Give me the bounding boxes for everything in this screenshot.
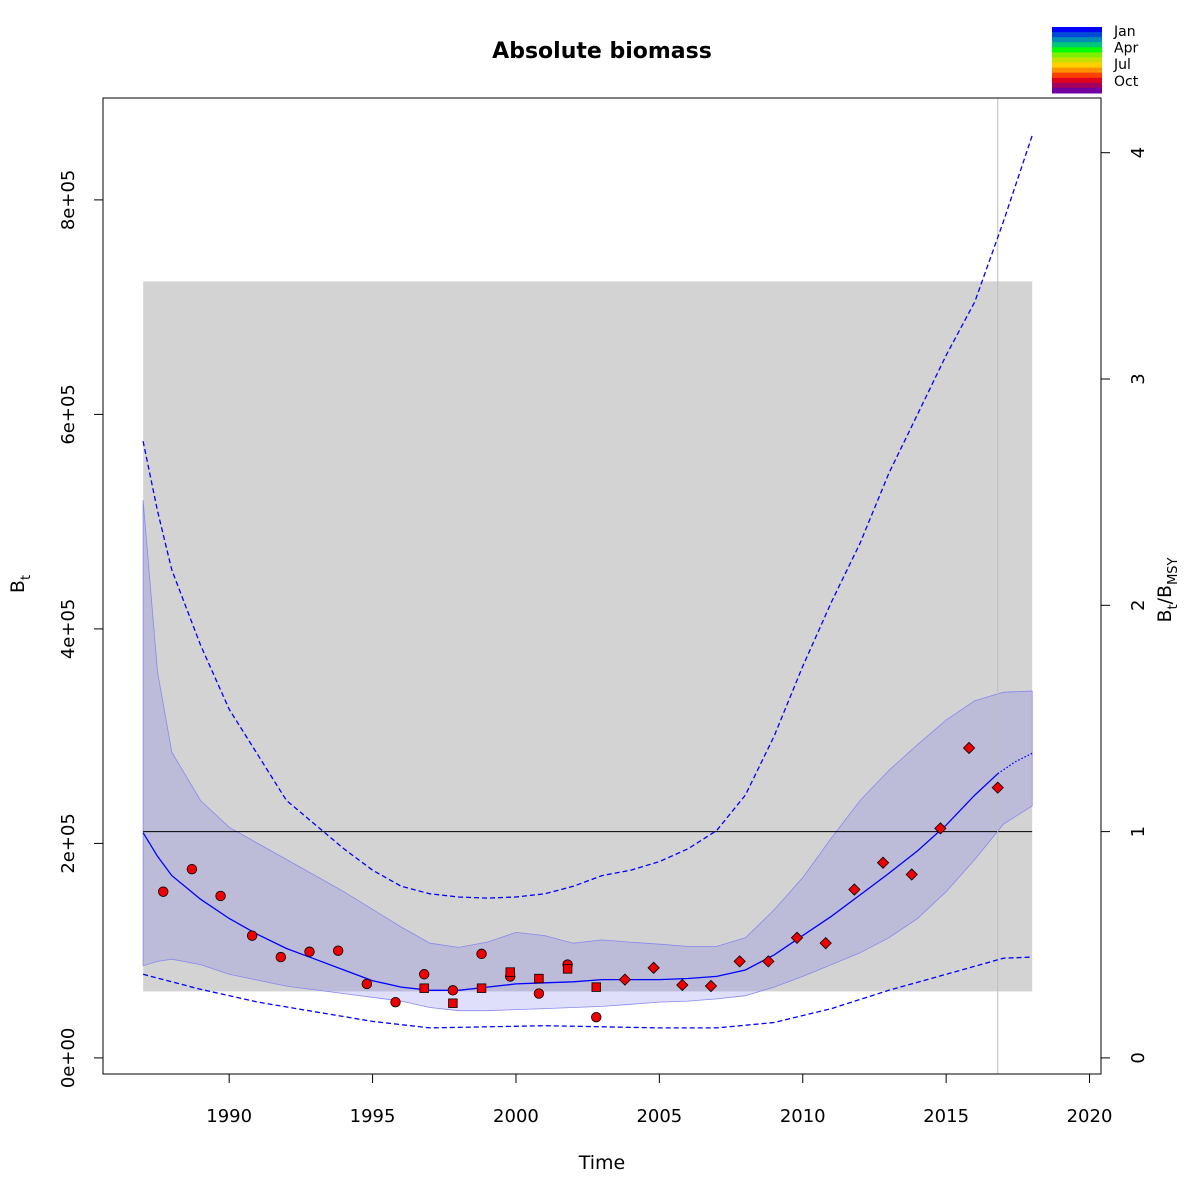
legend-color-band <box>1052 72 1102 79</box>
legend-color-band <box>1052 77 1102 84</box>
observation-point-circle <box>418 969 430 980</box>
observation-point-circle <box>186 863 198 875</box>
observation-point-circle <box>275 951 287 963</box>
observation-point-diamond <box>819 936 832 950</box>
observation-point-circle <box>390 996 401 1008</box>
legend-color-band <box>1052 32 1102 38</box>
prediction-upper-line <box>142 135 1033 899</box>
plot-area <box>142 98 1033 1074</box>
observation-point-square <box>505 967 515 977</box>
y-tick-label: 8e+05 <box>58 170 79 231</box>
y2-label-t: t <box>1166 604 1181 609</box>
legend-color-band <box>1052 47 1102 53</box>
y2-tick-label: 4 <box>1128 147 1149 158</box>
x-tick-label: 2020 <box>1067 1106 1113 1127</box>
y-tick-label: 6e+05 <box>58 384 79 445</box>
legend-label: Apr <box>1114 41 1138 57</box>
y-axis-label-main: B <box>7 580 29 593</box>
legend-color-band <box>1052 67 1102 74</box>
ci-band <box>142 500 1033 1012</box>
x-axis-label: Time <box>578 1152 626 1174</box>
x-tick-label: 1995 <box>350 1106 396 1127</box>
x-axis: 1990 1995 2000 2005 2010 2015 2020 <box>206 1073 1113 1127</box>
y2-label-slash: / <box>1154 597 1176 604</box>
observation-point-circle <box>246 930 258 941</box>
observation-point-circle <box>476 948 487 960</box>
observation-point-diamond <box>876 856 890 869</box>
observation-point-diamond <box>647 961 660 974</box>
chart-title: Absolute biomass <box>492 39 712 64</box>
observation-point-diamond <box>676 978 689 992</box>
y2-axis: 0 1 2 3 4 <box>1100 147 1149 1064</box>
observation-point-diamond <box>733 955 746 968</box>
legend-label: Jan <box>1113 24 1136 40</box>
y2-label-b2: B <box>1154 585 1176 598</box>
biomass-estimate-line <box>142 773 999 991</box>
x-tick-label: 2000 <box>493 1106 539 1127</box>
y-axis: 0e+00 2e+05 4e+05 6e+05 8e+05 <box>58 170 104 1089</box>
prediction-lower-line <box>142 956 1033 1029</box>
observation-point-circle <box>591 1011 602 1023</box>
x-tick-label: 1990 <box>206 1106 252 1127</box>
observation-point-circle <box>447 985 459 996</box>
legend-label: Jul <box>1113 57 1131 73</box>
legend-color-band <box>1052 42 1102 48</box>
observation-point-diamond <box>762 955 775 968</box>
y2-axis-label: Bt/BMSY <box>1154 557 1181 622</box>
observation-point-diamond <box>790 931 804 944</box>
y-axis-label: Bt <box>7 575 34 593</box>
legend-color-band <box>1052 27 1102 33</box>
observation-point-circle <box>361 978 373 990</box>
legend-color-band <box>1052 87 1102 94</box>
legend-color-band <box>1052 57 1102 64</box>
y-tick-label: 0e+00 <box>58 1028 79 1089</box>
observation-point-diamond <box>704 979 718 993</box>
observation-point-square <box>562 964 573 974</box>
observation-point-diamond <box>934 822 947 835</box>
y2-label-msy: MSY <box>1166 557 1181 584</box>
observation-point-circle <box>304 946 315 957</box>
y2-tick-label: 3 <box>1128 373 1149 384</box>
y-tick-label: 4e+05 <box>58 599 79 660</box>
legend-color-band <box>1052 52 1102 58</box>
x-tick-label: 2015 <box>923 1106 969 1127</box>
observation-point-circle <box>533 988 545 999</box>
y-tick-label: 2e+05 <box>58 813 79 874</box>
observation-point-circle <box>215 890 226 902</box>
y2-tick-label: 0 <box>1128 1052 1149 1063</box>
y2-label-b: B <box>1154 609 1176 622</box>
observation-point-square <box>534 973 544 984</box>
legend-label: Oct <box>1114 74 1139 90</box>
observation-point-diamond <box>991 781 1004 794</box>
observation-point-diamond <box>962 741 976 755</box>
legend-color-band <box>1052 37 1102 43</box>
legend-color-band <box>1052 62 1102 69</box>
grey-region <box>143 281 1033 992</box>
y2-tick-label: 2 <box>1128 600 1149 611</box>
observation-point-square <box>476 983 487 993</box>
x-tick-label: 2010 <box>780 1106 826 1127</box>
y-axis-label-sub: t <box>19 575 34 580</box>
observation-point-diamond <box>905 868 918 881</box>
observation-point-square <box>448 998 458 1008</box>
observation-point-diamond <box>848 883 861 896</box>
observation-point-diamond <box>618 973 632 986</box>
observation-point-square <box>419 983 429 993</box>
legend-color-band <box>1052 82 1102 89</box>
x-tick-label: 2005 <box>636 1106 682 1127</box>
observation-point-circle <box>332 945 344 956</box>
observation-point-circle <box>158 886 169 897</box>
y2-tick-label: 1 <box>1128 826 1149 837</box>
observation-point-square <box>591 982 601 992</box>
